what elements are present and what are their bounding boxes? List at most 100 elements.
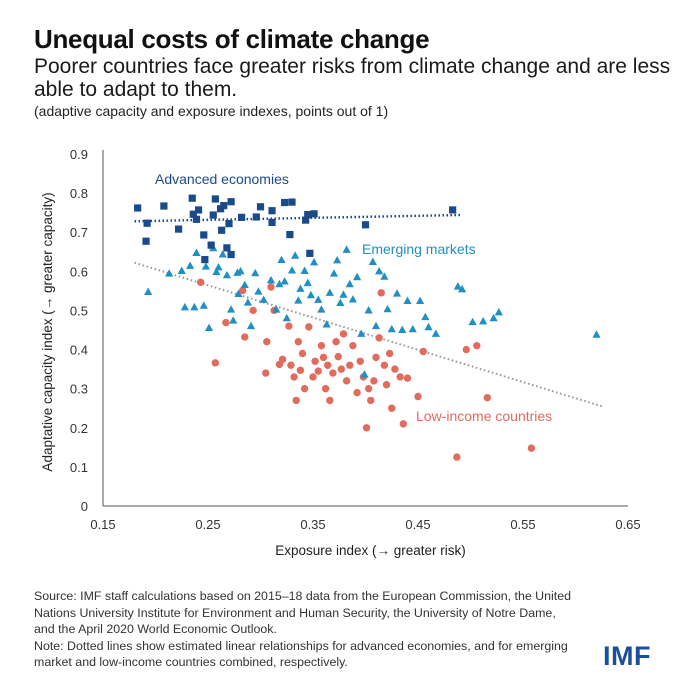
point-low-income-countries xyxy=(290,373,298,381)
point-emerging-markets xyxy=(322,320,331,328)
point-emerging-markets xyxy=(453,282,462,290)
y-tick-labels: 0 0.1 0.2 0.3 0.4 0.5 0.6 0.7 0.8 0.9 xyxy=(70,147,88,514)
point-emerging-markets xyxy=(424,322,433,331)
point-emerging-markets xyxy=(190,302,199,311)
point-emerging-markets xyxy=(177,266,186,274)
point-emerging-markets xyxy=(180,302,189,311)
point-low-income-countries xyxy=(314,367,322,375)
point-emerging-markets xyxy=(291,251,300,259)
point-low-income-countries xyxy=(285,322,293,330)
chart-title: Unequal costs of climate change xyxy=(34,24,430,54)
source-note: Source: IMF staff calculations based on … xyxy=(34,588,574,671)
point-emerging-markets xyxy=(201,262,210,270)
point-advanced-economies xyxy=(189,210,197,218)
point-emerging-markets xyxy=(218,250,227,258)
point-low-income-countries xyxy=(262,369,270,377)
x-tick-label: 0.55 xyxy=(510,517,535,532)
point-emerging-markets xyxy=(479,316,488,325)
point-emerging-markets xyxy=(300,266,309,274)
point-emerging-markets xyxy=(277,255,286,263)
series-label-advanced-economies: Advanced economies xyxy=(155,171,289,187)
point-emerging-markets xyxy=(294,296,303,304)
point-emerging-markets xyxy=(251,268,260,277)
point-low-income-countries xyxy=(298,349,307,358)
point-emerging-markets xyxy=(392,289,402,297)
point-low-income-countries xyxy=(339,330,348,338)
point-low-income-countries xyxy=(267,283,275,291)
point-emerging-markets xyxy=(254,287,263,295)
trend-line-emerging-low-income xyxy=(134,261,603,408)
point-low-income-countries xyxy=(329,369,337,377)
point-low-income-countries xyxy=(403,374,412,382)
point-emerging-markets xyxy=(272,305,281,313)
point-low-income-countries xyxy=(342,377,351,385)
point-emerging-markets xyxy=(383,304,392,313)
point-advanced-economies xyxy=(225,220,233,228)
point-emerging-markets xyxy=(416,296,425,305)
point-emerging-markets xyxy=(368,257,377,265)
y-tick-label: 0.7 xyxy=(70,225,88,240)
point-low-income-countries xyxy=(311,357,319,365)
point-emerging-markets xyxy=(353,272,362,281)
point-emerging-markets xyxy=(280,277,289,285)
x-tick-label: 0.35 xyxy=(300,517,325,532)
y-tick-label: 0 xyxy=(81,499,88,514)
point-emerging-markets xyxy=(345,279,354,288)
point-emerging-markets xyxy=(494,308,503,316)
point-advanced-economies xyxy=(268,218,276,227)
point-emerging-markets xyxy=(592,330,601,338)
trend-lines xyxy=(134,213,603,408)
y-tick-label: 0.6 xyxy=(70,264,88,279)
point-emerging-markets xyxy=(339,290,348,298)
point-advanced-economies xyxy=(281,198,289,207)
point-emerging-markets xyxy=(387,324,396,333)
point-emerging-markets xyxy=(431,329,440,337)
point-low-income-countries xyxy=(287,361,295,369)
point-emerging-markets xyxy=(398,325,407,333)
point-emerging-markets xyxy=(275,279,284,288)
point-emerging-markets xyxy=(236,266,245,275)
point-low-income-countries xyxy=(309,373,317,381)
point-advanced-economies xyxy=(302,216,310,224)
point-low-income-countries xyxy=(364,384,373,393)
point-low-income-countries xyxy=(385,349,394,358)
point-low-income-countries xyxy=(356,357,364,365)
point-emerging-markets xyxy=(408,324,417,333)
series-label-emerging-markets: Emerging markets xyxy=(362,241,476,257)
point-low-income-countries xyxy=(372,353,380,362)
point-emerging-markets xyxy=(329,269,339,277)
y-tick-label: 0.8 xyxy=(70,186,88,201)
point-advanced-economies xyxy=(209,211,217,219)
point-emerging-markets xyxy=(222,270,231,279)
point-advanced-economies xyxy=(286,230,294,239)
x-tick-labels: 0.15 0.25 0.35 0.45 0.55 0.65 xyxy=(90,517,640,532)
point-low-income-countries xyxy=(238,286,247,295)
trend-line-advanced-economies xyxy=(134,213,461,223)
point-emerging-markets xyxy=(357,329,366,337)
point-low-income-countries xyxy=(362,424,371,432)
point-advanced-economies xyxy=(223,244,231,252)
point-advanced-economies xyxy=(256,203,265,211)
point-low-income-countries xyxy=(346,361,354,369)
point-advanced-economies xyxy=(227,250,235,259)
point-low-income-countries xyxy=(222,318,230,327)
point-advanced-economies xyxy=(304,211,312,219)
x-tick-label: 0.15 xyxy=(90,517,115,532)
point-low-income-countries xyxy=(263,338,271,346)
point-advanced-economies xyxy=(201,256,209,264)
point-low-income-countries xyxy=(337,365,346,373)
units-note: (adaptive capacity and exposure indexes,… xyxy=(34,103,389,119)
point-low-income-countries xyxy=(317,341,326,350)
point-emerging-markets xyxy=(282,313,291,322)
chart-subtitle: Poorer countries face greater risks from… xyxy=(34,55,671,101)
point-emerging-markets xyxy=(317,305,326,313)
y-tick-label: 0.2 xyxy=(70,421,88,436)
point-advanced-economies xyxy=(310,210,318,218)
point-low-income-countries xyxy=(211,359,220,367)
point-emerging-markets xyxy=(421,312,430,321)
point-low-income-countries xyxy=(473,341,481,350)
point-low-income-countries xyxy=(241,333,249,341)
y-tick-label: 0.3 xyxy=(70,382,88,397)
point-emerging-markets xyxy=(489,313,498,322)
point-low-income-countries xyxy=(370,377,378,385)
